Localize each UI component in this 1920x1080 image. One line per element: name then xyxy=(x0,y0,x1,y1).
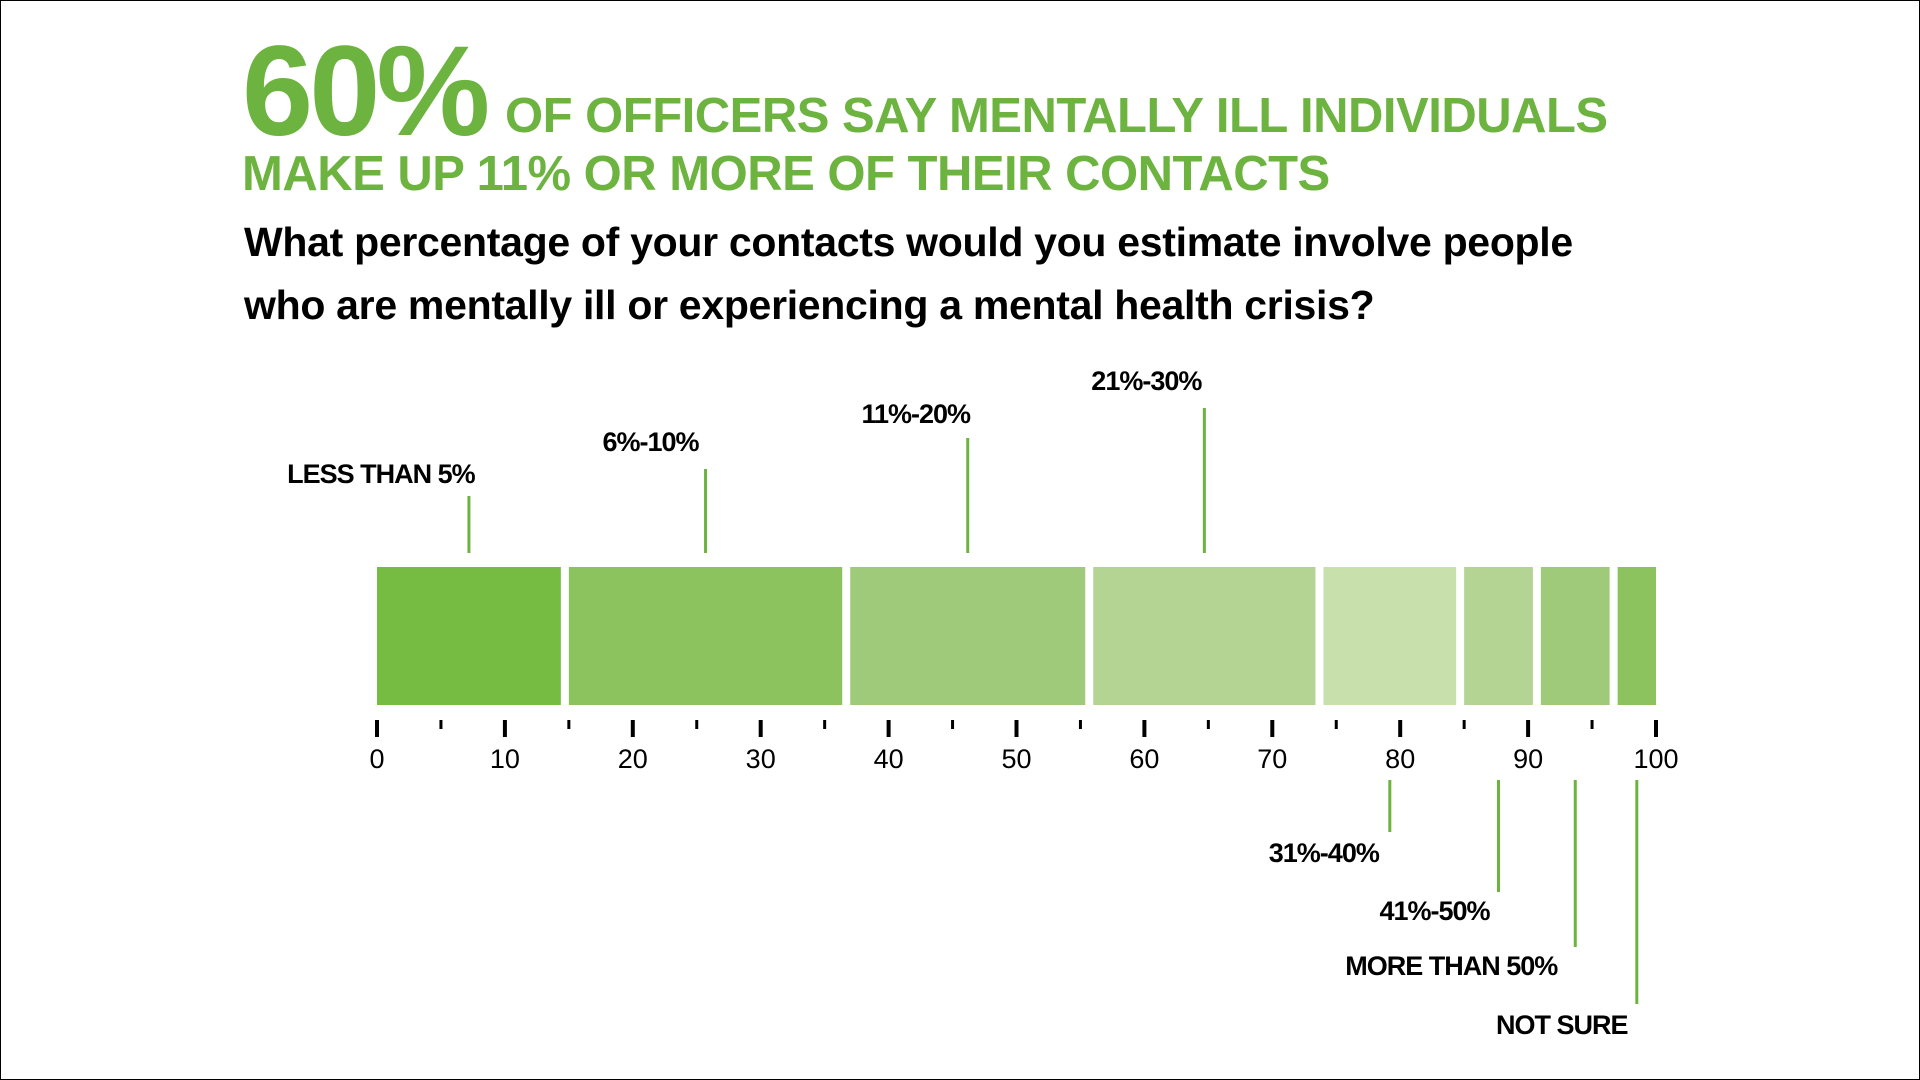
tick-label: 100 xyxy=(1633,744,1678,774)
tick-label: 40 xyxy=(874,744,904,774)
tick-label: 90 xyxy=(1513,744,1543,774)
tick-label: 30 xyxy=(746,744,776,774)
category-label: MORE THAN 50% xyxy=(1345,951,1558,981)
headline-stat: 60% xyxy=(242,20,490,163)
tick-label: 0 xyxy=(369,744,384,774)
bar-segment xyxy=(1323,567,1457,705)
tick-label: 60 xyxy=(1129,744,1159,774)
category-label: 6%-10% xyxy=(603,427,700,457)
question-line-2: who are mentally ill or experiencing a m… xyxy=(244,282,1375,328)
tick-label: 80 xyxy=(1385,744,1415,774)
tick-label: 10 xyxy=(490,744,520,774)
bar-segment xyxy=(1617,567,1656,705)
bar-segment xyxy=(1093,567,1316,705)
tick-label: 70 xyxy=(1257,744,1287,774)
category-label: LESS THAN 5% xyxy=(287,459,476,489)
headline-line-1: OF OFFICERS SAY MENTALLY ILL INDIVIDUALS xyxy=(505,89,1608,143)
bar-segment xyxy=(850,567,1086,705)
bar-segment xyxy=(1540,567,1610,705)
category-label: 41%-50% xyxy=(1379,896,1490,926)
bar-segment xyxy=(568,567,843,705)
category-label: 11%-20% xyxy=(861,399,971,429)
category-label: 21%-30% xyxy=(1091,366,1202,396)
question-line-1: What percentage of your contacts would y… xyxy=(244,219,1573,265)
bar-segment xyxy=(1464,567,1533,705)
bar-segment xyxy=(377,567,561,705)
tick-label: 50 xyxy=(1001,744,1031,774)
category-label: 31%-40% xyxy=(1269,838,1380,868)
tick-label: 20 xyxy=(618,744,648,774)
headline-line-2: MAKE UP 11% OR MORE OF THEIR CONTACTS xyxy=(242,147,1330,201)
category-label: NOT SURE xyxy=(1496,1010,1628,1040)
